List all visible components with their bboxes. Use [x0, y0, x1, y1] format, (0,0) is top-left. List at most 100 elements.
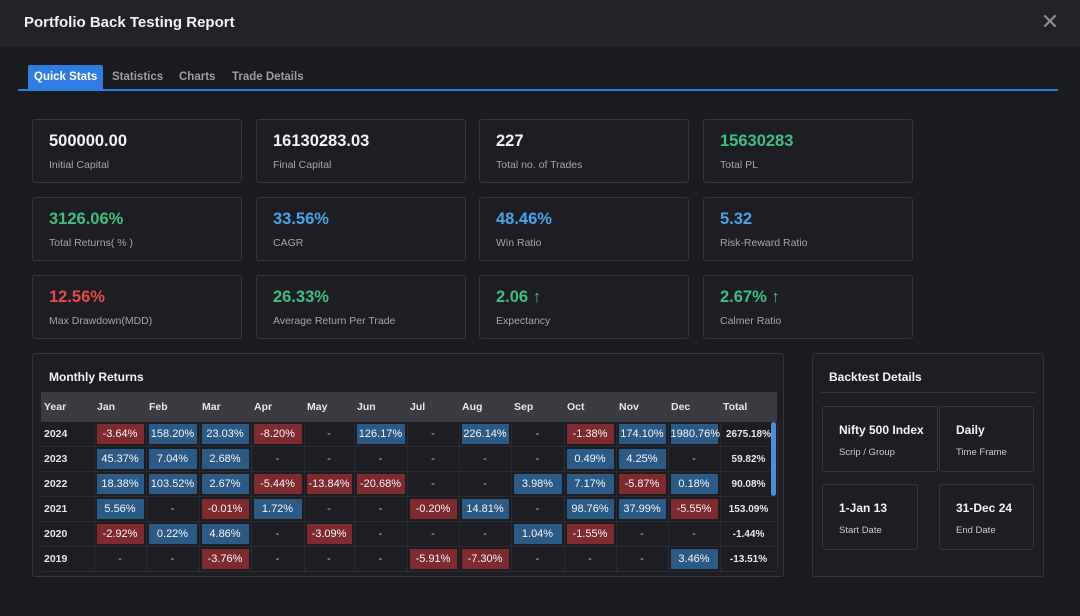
stat-card-risk-reward: 5.32 Risk-Reward Ratio: [703, 197, 913, 261]
return-value: -5.55%: [670, 499, 718, 519]
column-header: Feb: [146, 392, 199, 422]
year-cell: 2022: [41, 471, 95, 497]
column-header: Year: [41, 392, 94, 422]
month-cell: 14.81%: [459, 496, 512, 522]
return-value: 3.46%: [670, 549, 718, 569]
column-header: Aug: [459, 392, 511, 422]
return-value: -1.55%: [566, 524, 614, 544]
return-value: 45.37%: [96, 449, 144, 469]
return-value: 103.52%: [148, 474, 197, 494]
stat-value: 15630283: [720, 132, 794, 150]
month-cell: -: [407, 471, 460, 497]
month-cell: 103.52%: [146, 471, 200, 497]
return-value: -: [431, 478, 435, 490]
month-cell: -: [304, 446, 355, 472]
detail-label: Scrip / Group: [839, 447, 895, 458]
stat-value: 16130283.03: [273, 132, 370, 150]
total-cell: 59.82%: [720, 446, 778, 472]
month-cell: -5.44%: [251, 471, 305, 497]
column-header: May: [304, 392, 354, 422]
monthly-returns-table: Year Jan Feb Mar Apr May Jun Jul Aug Sep Oct Nov Dec…: [41, 392, 778, 572]
column-header: Total: [720, 392, 777, 422]
stat-label: Calmer Ratio: [720, 315, 782, 327]
month-cell: 18.38%: [94, 471, 147, 497]
month-cell: 7.17%: [564, 471, 617, 497]
return-value: -: [275, 553, 280, 565]
return-value: 1.04%: [513, 524, 562, 544]
stat-value: 33.56%: [273, 210, 329, 228]
stat-label: Total Returns( % ): [49, 237, 134, 249]
return-value: -: [483, 478, 487, 490]
month-cell: 98.76%: [564, 496, 617, 522]
month-cell: -: [511, 422, 565, 447]
detail-label: Time Frame: [956, 447, 1007, 458]
tab-charts[interactable]: Charts: [179, 71, 216, 83]
close-icon[interactable]: ✕: [1040, 9, 1060, 34]
return-value: 18.38%: [96, 474, 144, 494]
month-cell: 4.86%: [199, 521, 252, 547]
month-cell: 1.72%: [251, 496, 305, 522]
total-cell: 153.09%: [720, 496, 778, 522]
month-cell: -: [668, 446, 721, 472]
column-header: Dec: [668, 392, 720, 422]
stat-value: 2.67% ↑: [720, 288, 780, 306]
return-value: -: [170, 503, 175, 515]
table-header-row: Year Jan Feb Mar Apr May Jun Jul Aug Sep Oct Nov Dec…: [41, 392, 777, 422]
detail-time-frame: Daily Time Frame: [939, 406, 1034, 472]
stat-card-max-drawdown: 12.56% Max Drawdown(MDD): [32, 275, 242, 339]
return-value: -0.01%: [201, 499, 249, 519]
month-cell: -: [94, 546, 147, 572]
return-value: -: [483, 453, 487, 465]
return-value: -0.20%: [409, 499, 457, 519]
return-value: 5.56%: [96, 499, 144, 519]
stat-value: 12.56%: [49, 288, 105, 306]
stat-card-final-capital: 16130283.03 Final Capital: [256, 119, 466, 183]
stat-card-avg-return: 26.33% Average Return Per Trade: [256, 275, 466, 339]
total-cell: 2675.18%: [720, 422, 778, 447]
month-cell: 4.25%: [616, 446, 669, 472]
month-cell: -5.87%: [616, 471, 669, 497]
table-row: 2024 -3.64% 158.20% 23.03% -8.20% - 126.17% - 22…: [41, 422, 778, 447]
column-header: Mar: [199, 392, 251, 422]
table-row: 2019 - - -3.76% - - - -5.91% -7.30% - - - 3.46% -13.5…: [41, 546, 778, 572]
detail-scrip-group: Nifty 500 Index Scrip / Group: [822, 406, 938, 472]
return-value: 2.68%: [201, 449, 249, 469]
return-value: -2.92%: [96, 524, 144, 544]
month-cell: -8.20%: [251, 422, 305, 447]
month-cell: 1980.76%: [668, 422, 721, 447]
detail-start-date: 1-Jan 13 Start Date: [822, 484, 918, 550]
return-value: -: [535, 503, 540, 515]
tab-statistics[interactable]: Statistics: [112, 71, 164, 83]
tab-bar: Quick Stats Statistics Charts Trade Deta…: [18, 65, 1058, 91]
return-value: -: [535, 553, 540, 565]
year-cell: 2020: [41, 521, 95, 547]
year-cell: 2019: [41, 546, 95, 572]
table-scrollbar[interactable]: [771, 422, 776, 496]
tab-trade-details[interactable]: Trade Details: [232, 71, 304, 83]
return-value: -: [327, 453, 331, 465]
month-cell: -: [407, 446, 460, 472]
return-value: 4.86%: [201, 524, 249, 544]
return-value: 4.25%: [618, 449, 666, 469]
stat-label: Average Return Per Trade: [273, 315, 396, 327]
return-value: 7.04%: [148, 449, 197, 469]
table-row: 2020 -2.92% 0.22% 4.86% - -3.09% - - - 1.04% -1.55…: [41, 521, 778, 547]
stat-label: Final Capital: [273, 159, 332, 171]
stat-value: 2.06 ↑: [496, 288, 541, 306]
month-cell: -: [354, 546, 408, 572]
return-value: 174.10%: [618, 424, 666, 444]
month-cell: 2.67%: [199, 471, 252, 497]
stat-card-initial-capital: 500000.00 Initial Capital: [32, 119, 242, 183]
return-value: -8.20%: [253, 424, 302, 444]
return-value: -: [535, 428, 540, 440]
stat-value: 5.32: [720, 210, 753, 228]
detail-value: Daily: [956, 423, 985, 437]
tab-quick-stats[interactable]: Quick Stats: [28, 65, 104, 89]
return-value: -5.44%: [253, 474, 302, 494]
return-value: -7.30%: [461, 549, 509, 569]
month-cell: -: [146, 546, 200, 572]
backtest-details-title: Backtest Details: [829, 370, 922, 384]
stat-card-calmer-ratio: 2.67% ↑ Calmer Ratio: [703, 275, 913, 339]
month-cell: 158.20%: [146, 422, 200, 447]
stat-card-total-pl: 15630283 Total PL: [703, 119, 913, 183]
